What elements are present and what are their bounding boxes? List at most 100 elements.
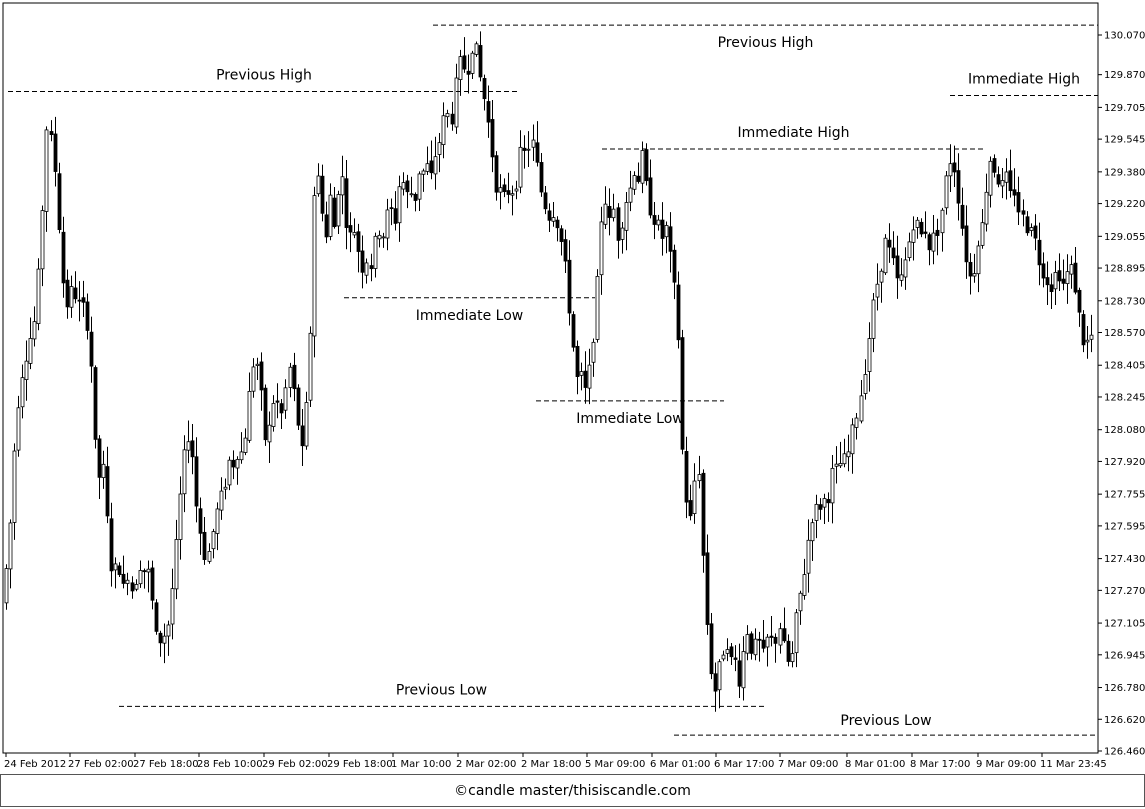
levels-group: Previous High Previous High Immediate High…	[8, 24, 1098, 736]
candle-body	[595, 275, 600, 340]
y-tick-label: 128.570	[1104, 328, 1145, 339]
candle-body	[907, 241, 912, 258]
candle-body	[709, 623, 714, 675]
candle-body	[672, 249, 677, 283]
candle-body	[65, 279, 70, 308]
candle-body	[450, 113, 455, 125]
candle-body	[688, 500, 693, 517]
candle-body	[1045, 277, 1050, 286]
candle-body	[247, 391, 252, 441]
candle-body	[105, 466, 110, 517]
candle-body	[24, 360, 29, 380]
candle-body	[899, 274, 904, 281]
x-tick-label: 5 Mar 09:00	[585, 759, 645, 770]
candle-body	[389, 207, 394, 210]
candle-body	[749, 633, 754, 654]
candle-body	[745, 634, 750, 654]
candle-body	[36, 268, 41, 324]
candle-body	[940, 209, 945, 234]
candle-body	[648, 177, 653, 216]
y-tick-label: 127.105	[1104, 619, 1145, 630]
candle-body	[1033, 225, 1038, 239]
candle-body	[263, 387, 268, 441]
level-label: Immediate Low	[576, 411, 684, 427]
x-tick-label: 8 Mar 17:00	[910, 759, 970, 770]
candle-body	[514, 188, 519, 192]
candle-body	[373, 235, 378, 269]
candle-body	[996, 174, 1001, 185]
candle-body	[320, 175, 325, 214]
candle-body	[73, 287, 78, 300]
candle-body	[992, 158, 997, 173]
candle-body	[850, 424, 855, 455]
candle-body	[705, 552, 710, 625]
candle-body	[138, 570, 143, 585]
candle-body	[563, 239, 568, 262]
candle-body	[239, 451, 244, 461]
candle-body	[296, 387, 301, 426]
candle-body	[97, 438, 102, 478]
candle-body	[818, 504, 823, 510]
candle-body	[466, 70, 471, 75]
candle-body	[117, 565, 122, 575]
candle-body	[652, 215, 657, 225]
y-tick-label: 126.460	[1104, 747, 1145, 758]
y-tick-label: 130.070	[1104, 31, 1145, 42]
x-tick-label: 29 Feb 18:00	[327, 759, 393, 770]
x-tick-label: 24 Feb 2012	[4, 759, 66, 770]
y-tick-label: 128.405	[1104, 361, 1145, 372]
candle-body	[259, 361, 264, 391]
x-tick-label: 29 Feb 02:00	[262, 759, 328, 770]
candle-body	[567, 259, 572, 314]
candle-body	[988, 160, 993, 196]
candle-body	[360, 250, 365, 273]
candle-body	[782, 628, 787, 642]
x-tick-label: 27 Feb 02:00	[68, 759, 134, 770]
y-tick-label: 129.545	[1104, 135, 1145, 146]
candle-body	[729, 646, 734, 658]
x-tick-label: 1 Mar 10:00	[391, 759, 451, 770]
candle-body	[219, 490, 224, 511]
candle-body	[429, 160, 434, 174]
candles-group	[4, 31, 1094, 712]
candle-body	[741, 651, 746, 689]
candle-body	[859, 395, 864, 422]
candle-body	[85, 301, 90, 331]
candle-body	[377, 234, 382, 240]
candle-body	[348, 225, 353, 233]
candle-body	[701, 472, 706, 556]
candle-body	[182, 449, 187, 495]
y-tick-label: 126.945	[1104, 650, 1145, 661]
candle-body	[304, 402, 309, 447]
candle-body	[186, 441, 191, 451]
candle-body	[867, 338, 872, 372]
candle-body	[887, 239, 892, 248]
footer-credit: ©candle master/thisiscandle.com	[0, 774, 1145, 807]
candle-body	[336, 194, 341, 227]
candle-body	[328, 194, 333, 237]
candle-body	[960, 204, 965, 229]
candle-body	[680, 337, 685, 450]
candle-body	[632, 175, 637, 190]
candle-body	[283, 387, 288, 411]
candle-body	[599, 221, 604, 276]
candle-body	[810, 522, 815, 542]
candle-body	[547, 210, 552, 221]
y-tick-label: 127.755	[1104, 490, 1145, 501]
candle-body	[1029, 227, 1034, 231]
candle-body	[976, 245, 981, 275]
candle-body	[761, 639, 766, 649]
candle-body	[454, 77, 459, 128]
candle-body	[830, 467, 835, 504]
candle-body	[620, 227, 625, 240]
candle-body	[77, 299, 82, 302]
x-tick-label: 8 Mar 01:00	[845, 759, 905, 770]
y-tick-label: 129.380	[1104, 167, 1145, 178]
candle-body	[421, 170, 426, 175]
candle-body	[640, 150, 645, 184]
candle-body	[425, 163, 430, 172]
candle-body	[834, 463, 839, 467]
candle-body	[579, 371, 584, 376]
candle-body	[482, 78, 487, 100]
